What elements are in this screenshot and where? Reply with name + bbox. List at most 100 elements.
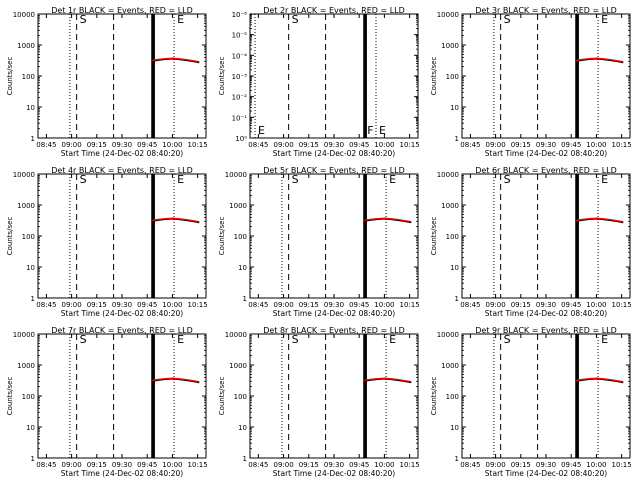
x-tick-label: 09:30 xyxy=(536,141,556,149)
y-axis-label: Counts/sec xyxy=(430,217,438,256)
x-tick-label: 09:45 xyxy=(561,301,581,309)
series-line-events xyxy=(576,58,624,64)
marker-label: E xyxy=(389,173,396,186)
x-axis-label: Start Time (24-Dec-02 08:40:20) xyxy=(61,469,183,478)
y-tick-label: 10000 xyxy=(13,11,35,19)
y-tick-label: 1 xyxy=(243,295,247,303)
x-tick-label: 10:15 xyxy=(400,141,420,149)
x-tick-label: 09:45 xyxy=(137,301,157,309)
y-tick-label: 1 xyxy=(31,135,35,143)
x-tick-label: 10:00 xyxy=(162,301,182,309)
chart-panel-5: Det 5r BLACK = Events, RED = LLD 1 10 100 10… xyxy=(218,166,420,318)
series-line-events xyxy=(152,58,200,64)
y-tick-label: 10⁰ xyxy=(235,135,247,143)
x-tick-label: 09:00 xyxy=(486,461,506,469)
chart-panel-6: Det 6r BLACK = Events, RED = LLD 1 10 100 10… xyxy=(430,166,632,318)
marker-label: F xyxy=(367,124,373,137)
marker-label: E xyxy=(379,124,386,137)
y-tick-label: 10 xyxy=(238,264,247,272)
y-tick-label: 10 xyxy=(450,424,459,432)
y-tick-label: 100 xyxy=(446,233,459,241)
x-tick-label: 08:45 xyxy=(460,141,480,149)
x-tick-label: 09:15 xyxy=(87,461,107,469)
x-tick-label: 09:45 xyxy=(349,141,369,149)
x-tick-label: 09:00 xyxy=(62,461,82,469)
plot-frame xyxy=(249,173,419,299)
y-tick-label: 10000 xyxy=(13,331,35,339)
plot-frame xyxy=(461,333,631,459)
y-tick-label: 10 xyxy=(26,424,35,432)
marker-label: E xyxy=(601,13,608,26)
series-line-events xyxy=(364,378,412,384)
y-tick-label: 10000 xyxy=(437,331,459,339)
x-tick-label: 09:00 xyxy=(486,301,506,309)
y-tick-label: 10 xyxy=(450,104,459,112)
x-axis-label: Start Time (24-Dec-02 08:40:20) xyxy=(485,469,607,478)
x-tick-label: 09:30 xyxy=(324,141,344,149)
y-axis-label: Counts/sec xyxy=(218,377,226,416)
series-line-events xyxy=(152,378,200,384)
marker-label: S xyxy=(292,13,299,26)
x-tick-label: 09:15 xyxy=(299,461,319,469)
x-tick-label: 09:00 xyxy=(274,141,294,149)
series-line-lld xyxy=(152,57,200,63)
y-tick-label: 1000 xyxy=(229,202,247,210)
y-axis-label: Counts/sec xyxy=(218,217,226,256)
y-tick-label: 1000 xyxy=(229,362,247,370)
x-tick-label: 08:45 xyxy=(36,301,56,309)
y-tick-label: 10000 xyxy=(225,171,247,179)
x-tick-label: 09:15 xyxy=(87,141,107,149)
x-tick-label: 09:45 xyxy=(349,461,369,469)
x-tick-label: 09:30 xyxy=(112,141,132,149)
x-tick-label: 09:00 xyxy=(274,461,294,469)
x-axis-label: Start Time (24-Dec-02 08:40:20) xyxy=(273,149,395,158)
x-tick-label: 09:15 xyxy=(299,301,319,309)
chart-panel-1: Det 1r BLACK = Events, RED = LLD 1 10 100 10… xyxy=(6,6,208,158)
y-tick-label: 10 xyxy=(26,104,35,112)
y-tick-label: 1000 xyxy=(17,202,35,210)
x-tick-label: 09:15 xyxy=(511,141,531,149)
plot-frame xyxy=(37,13,207,139)
y-tick-label: 10000 xyxy=(225,331,247,339)
y-tick-label: 10 xyxy=(450,264,459,272)
x-tick-label: 10:15 xyxy=(188,301,208,309)
x-axis-label: Start Time (24-Dec-02 08:40:20) xyxy=(61,309,183,318)
chart-title: Det 6r BLACK = Events, RED = LLD xyxy=(475,166,617,175)
x-tick-label: 09:15 xyxy=(87,301,107,309)
plot-frame xyxy=(461,173,631,299)
x-tick-label: 09:15 xyxy=(299,141,319,149)
x-tick-label: 08:45 xyxy=(36,461,56,469)
y-tick-label: 10⁻⁵ xyxy=(232,32,248,40)
y-tick-label: 10000 xyxy=(13,171,35,179)
x-axis-label: Start Time (24-Dec-02 08:40:20) xyxy=(61,149,183,158)
y-tick-label: 10 xyxy=(26,264,35,272)
series-line-lld xyxy=(364,217,412,223)
chart-panel-7: Det 7r BLACK = Events, RED = LLD 1 10 100 10… xyxy=(6,326,208,478)
marker-label: S xyxy=(80,13,87,26)
marker-label: E xyxy=(601,173,608,186)
x-tick-label: 09:30 xyxy=(112,301,132,309)
chart-panel-8: Det 8r BLACK = Events, RED = LLD 1 10 100 10… xyxy=(218,326,420,478)
series-line-lld xyxy=(364,377,412,383)
marker-label: S xyxy=(504,13,511,26)
chart-panel-9: Det 9r BLACK = Events, RED = LLD 1 10 100 10… xyxy=(430,326,632,478)
x-axis-label: Start Time (24-Dec-02 08:40:20) xyxy=(485,149,607,158)
x-tick-label: 08:45 xyxy=(248,301,268,309)
x-tick-label: 10:00 xyxy=(586,461,606,469)
marker-label: E xyxy=(177,333,184,346)
marker-label: E xyxy=(177,13,184,26)
marker-label: S xyxy=(504,173,511,186)
chart-title: Det 3r BLACK = Events, RED = LLD xyxy=(475,6,617,15)
y-axis-label: Counts/sec xyxy=(6,377,14,416)
y-tick-label: 1 xyxy=(31,455,35,463)
series-line-events xyxy=(364,218,412,224)
x-tick-label: 08:45 xyxy=(460,461,480,469)
x-tick-label: 09:45 xyxy=(137,141,157,149)
x-tick-label: 10:00 xyxy=(162,141,182,149)
chart-title: Det 7r BLACK = Events, RED = LLD xyxy=(51,326,193,335)
y-axis-label: Counts/sec xyxy=(430,377,438,416)
y-tick-label: 1 xyxy=(455,295,459,303)
y-tick-label: 1000 xyxy=(17,42,35,50)
x-tick-label: 10:15 xyxy=(188,141,208,149)
